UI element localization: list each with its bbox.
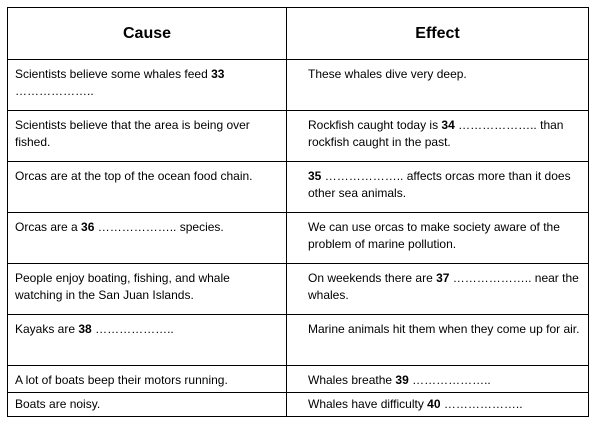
question-number: 33: [211, 67, 225, 81]
answer-blank: ………………..: [321, 169, 404, 183]
answer-blank: ………………..: [454, 118, 537, 132]
cause-text-before: Boats are noisy.: [15, 397, 101, 411]
table-row: People enjoy boating, fishing, and whale…: [7, 263, 589, 315]
cause-cell: Orcas are at the top of the ocean food c…: [7, 161, 287, 213]
cause-cell: Scientists believe that the area is bein…: [7, 110, 287, 162]
answer-blank: ………………..: [15, 84, 94, 98]
cause-cell: A lot of boats beep their motors running…: [7, 365, 287, 393]
answer-blank: ………………..: [408, 373, 491, 387]
effect-text-after: than rockfish caught in the past.: [308, 118, 564, 149]
effect-text-before: Rockfish caught today is: [308, 118, 442, 132]
table-row: Boats are noisy. Whales have difficulty …: [7, 392, 589, 417]
effect-cell: On weekends there are 37 ……………….. near t…: [286, 263, 589, 315]
cause-text-before: Orcas are at the top of the ocean food c…: [15, 169, 253, 183]
question-number: 40: [427, 397, 441, 411]
effect-cell: Whales breathe 39 ………………..: [286, 365, 589, 393]
effect-text-before: These whales dive very deep.: [308, 67, 467, 81]
cause-text-before: Scientists believe some whales feed: [15, 67, 212, 81]
effect-cell: Rockfish caught today is 34 ……………….. tha…: [286, 110, 589, 162]
cause-text-before: People enjoy boating, fishing, and whale…: [15, 271, 230, 302]
effect-text-before: Marine animals hit them when they come u…: [308, 322, 580, 336]
header-effect: Effect: [286, 7, 589, 60]
table-row: Scientists believe some whales feed 33 ……: [7, 59, 589, 111]
question-number: 35: [308, 169, 322, 183]
effect-cell: These whales dive very deep.: [286, 59, 589, 111]
cause-cell: Boats are noisy.: [7, 392, 287, 417]
effect-cell: Marine animals hit them when they come u…: [286, 314, 589, 366]
answer-blank: ………………..: [440, 397, 523, 411]
effect-text-before: We can use orcas to make society aware o…: [308, 220, 560, 251]
header-cause: Cause: [7, 7, 287, 60]
cause-cell: Scientists believe some whales feed 33 ……: [7, 59, 287, 111]
cause-cell: People enjoy boating, fishing, and whale…: [7, 263, 287, 315]
cause-cell: Orcas are a 36 ……………….. species.: [7, 212, 287, 264]
effect-cell: We can use orcas to make society aware o…: [286, 212, 589, 264]
answer-blank: ………………..: [449, 271, 532, 285]
cause-text-before: Orcas are a: [15, 220, 82, 234]
cause-effect-table: Cause Effect Scientists believe some wha…: [7, 7, 589, 417]
effect-cell: Whales have difficulty 40 ………………..: [286, 392, 589, 417]
cause-cell: Kayaks are 38 ………………..: [7, 314, 287, 366]
cause-text-before: A lot of boats beep their motors running…: [15, 373, 228, 387]
effect-text-after: affects orcas more than it does other se…: [308, 169, 571, 200]
table-row: Scientists believe that the area is bein…: [7, 110, 589, 162]
effect-cell: 35 ……………….. affects orcas more than it d…: [286, 161, 589, 213]
effect-text-before: Whales breathe: [308, 373, 396, 387]
question-number: 36: [81, 220, 95, 234]
question-number: 34: [441, 118, 455, 132]
cause-text-after: species.: [176, 220, 224, 234]
question-number: 39: [395, 373, 409, 387]
effect-text-before: Whales have difficulty: [308, 397, 428, 411]
answer-blank: ………………..: [91, 322, 174, 336]
effect-text-before: On weekends there are: [308, 271, 437, 285]
cause-text-before: Scientists believe that the area is bein…: [15, 118, 250, 149]
question-number: 38: [78, 322, 92, 336]
table-row: A lot of boats beep their motors running…: [7, 365, 589, 393]
header-row: Cause Effect: [7, 7, 589, 60]
table-row: Kayaks are 38 ……………….. Marine animals hi…: [7, 314, 589, 366]
effect-text-after: near the whales.: [308, 271, 579, 302]
question-number: 37: [436, 271, 450, 285]
table-header: Cause Effect: [7, 7, 589, 60]
cause-text-before: Kayaks are: [15, 322, 79, 336]
table-row: Orcas are a 36 ……………….. species. We can …: [7, 212, 589, 264]
table-row: Orcas are at the top of the ocean food c…: [7, 161, 589, 213]
answer-blank: ………………..: [94, 220, 177, 234]
